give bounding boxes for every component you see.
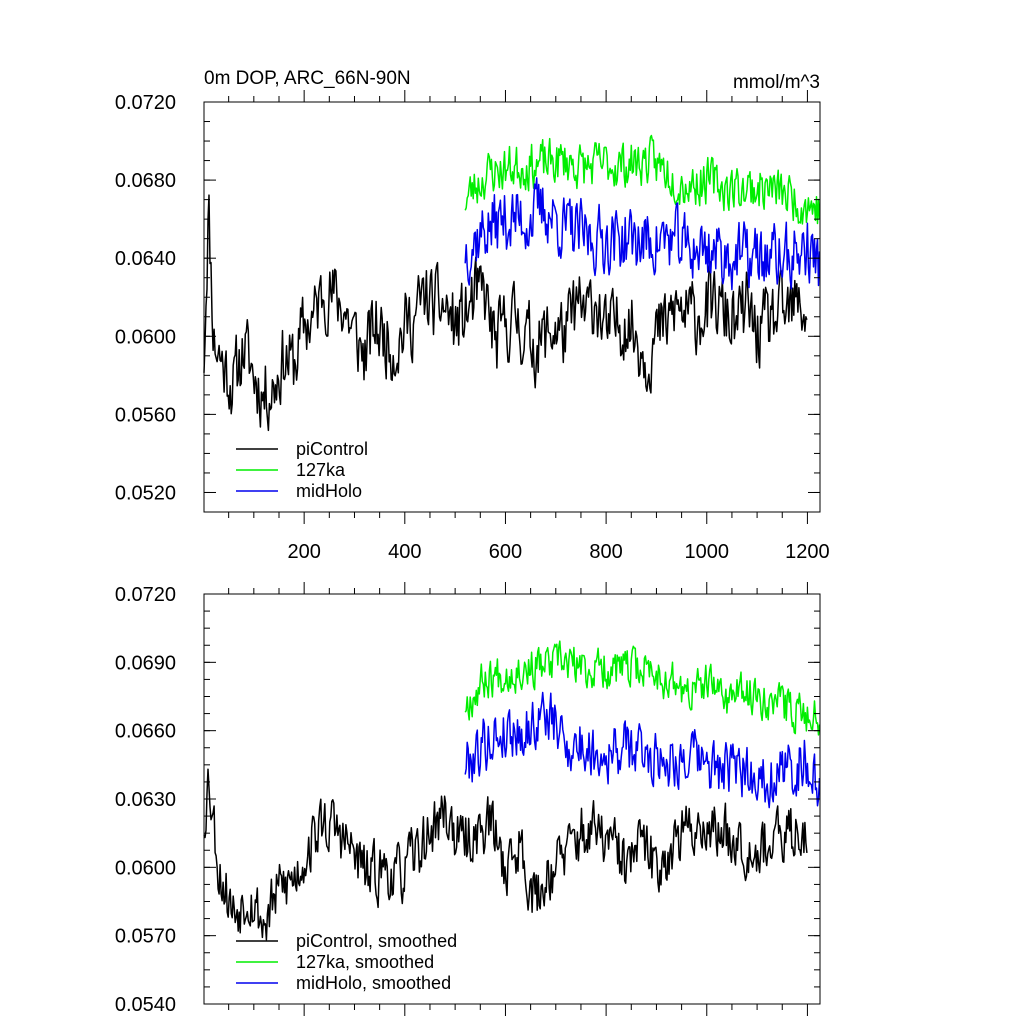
y-tick-label: 0.0600 <box>115 857 176 879</box>
chart-title: 0m DOP, ARC_66N-90N <box>204 68 411 89</box>
y-tick-label: 0.0640 <box>115 248 176 270</box>
y-tick-label: 0.0660 <box>115 721 176 743</box>
y-tick-label: 0.0630 <box>115 789 176 811</box>
series-line-0 <box>203 768 808 941</box>
bottom-chart-panel: 0.0540 0.0570 0.0600 0.0630 0.0660 0.0690 0.07… <box>115 582 821 1016</box>
x-tick-label: 1000 <box>685 541 730 563</box>
axis-ticks: 0.0520 0.0560 0.0600 0.0640 0.0680 0.0720 200 4… <box>115 90 830 563</box>
legend-label: piControl <box>296 439 368 459</box>
y-tick-label: 0.0600 <box>115 326 176 348</box>
y-tick-label: 0.0560 <box>115 404 176 426</box>
y-tick-label: 0.0570 <box>115 926 176 948</box>
units-label: mmol/m^3 <box>733 72 820 93</box>
series-line-1 <box>464 134 821 225</box>
series-line-2 <box>464 177 821 291</box>
legend-label: 127ka, smoothed <box>296 952 434 972</box>
y-tick-label: 0.0690 <box>115 652 176 674</box>
x-tick-label: 800 <box>589 541 622 563</box>
axis-ticks-smoothed: 0.0540 0.0570 0.0600 0.0630 0.0660 0.0690 0.07… <box>115 582 820 1016</box>
x-tick-label: 400 <box>388 541 421 563</box>
legend-label: piControl, smoothed <box>296 931 457 951</box>
y-tick-label: 0.0520 <box>115 482 176 504</box>
x-tick-label: 200 <box>287 541 320 563</box>
y-tick-label: 0.0680 <box>115 170 176 192</box>
legend-label: midHolo, smoothed <box>296 973 451 993</box>
top-chart-panel: 0m DOP, ARC_66N-90N mmol/m^3 0.0520 0.056… <box>115 68 830 563</box>
x-tick-label: 1200 <box>785 541 830 563</box>
y-tick-label: 0.0720 <box>115 584 176 606</box>
plot-frame <box>203 101 821 513</box>
series-lines <box>203 134 821 432</box>
legend-label: midHolo <box>296 481 362 501</box>
series-line-0 <box>203 194 808 432</box>
x-tick-label: 600 <box>489 541 522 563</box>
legend-label: 127ka <box>296 460 346 480</box>
series-lines-smoothed <box>203 640 821 941</box>
y-tick-label: 0.0540 <box>115 994 176 1016</box>
y-tick-label: 0.0720 <box>115 92 176 114</box>
series-line-1 <box>464 640 821 736</box>
series-line-2 <box>464 691 821 809</box>
